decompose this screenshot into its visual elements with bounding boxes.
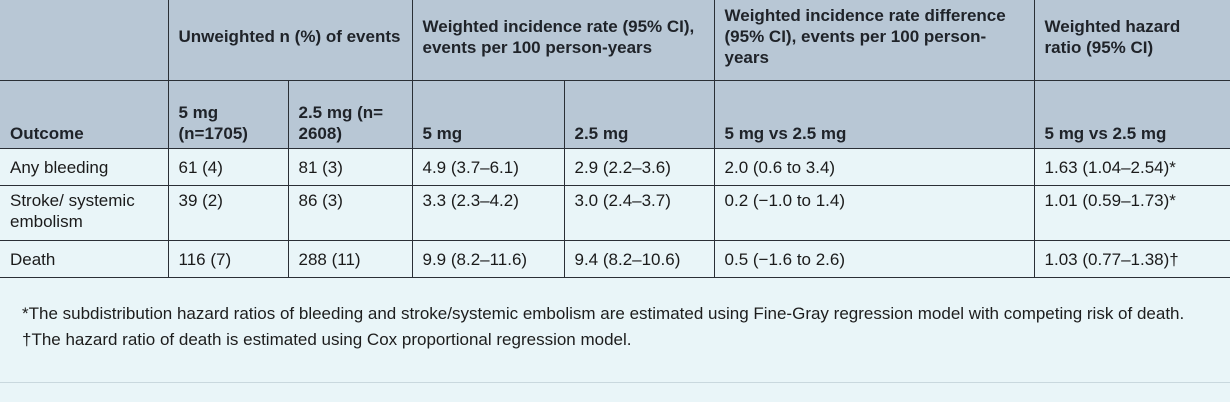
cell-hazard-ratio: 1.03 (0.77–1.38)†	[1033, 240, 1230, 278]
footnote-cox-model: †The hazard ratio of death is estimated …	[22, 330, 632, 349]
header-rate-difference: Weighted incidence rate difference (95% …	[713, 0, 1035, 81]
header-outcome: Outcome	[0, 80, 169, 149]
cell-hazard-ratio: 1.01 (0.59–1.73)*	[1033, 185, 1230, 241]
cell-unweighted-5mg: 116 (7)	[167, 240, 289, 278]
cell-unweighted-2-5mg: 81 (3)	[287, 148, 413, 186]
cell-rate-5mg: 3.3 (2.3–4.2)	[411, 185, 565, 241]
header-outcome-blank	[0, 0, 169, 81]
header-unweighted-5mg: 5 mg (n=1705)	[167, 80, 289, 149]
footnote-subdistribution: *The subdistribution hazard ratios of bl…	[22, 304, 1185, 323]
cell-outcome: Death	[0, 240, 169, 278]
table-row: Any bleeding 61 (4) 81 (3) 4.9 (3.7–6.1)…	[0, 148, 1230, 186]
header-weighted-incidence-rate: Weighted incidence rate (95% CI), events…	[411, 0, 715, 81]
cell-rate-difference: 2.0 (0.6 to 3.4)	[713, 148, 1035, 186]
header-difference-comparison: 5 mg vs 2.5 mg	[713, 80, 1035, 149]
table-footnotes: *The subdistribution hazard ratios of bl…	[0, 303, 1230, 351]
cell-rate-difference: 0.2 (−1.0 to 1.4)	[713, 185, 1035, 241]
header-unweighted-events: Unweighted n (%) of events	[167, 0, 413, 81]
cell-unweighted-5mg: 39 (2)	[167, 185, 289, 241]
cell-rate-5mg: 9.9 (8.2–11.6)	[411, 240, 565, 278]
header-hazard-ratio: Weighted hazard ratio (95% CI)	[1033, 0, 1230, 81]
header-rate-2-5mg: 2.5 mg	[563, 80, 715, 149]
sub-header-row: Outcome 5 mg (n=1705) 2.5 mg (n= 2608) 5…	[0, 80, 1230, 149]
cell-rate-2-5mg: 9.4 (8.2–10.6)	[563, 240, 715, 278]
cell-outcome: Stroke/ systemic embolism	[0, 185, 169, 241]
cell-unweighted-2-5mg: 86 (3)	[287, 185, 413, 241]
cell-rate-difference: 0.5 (−1.6 to 2.6)	[713, 240, 1035, 278]
table-row: Death 116 (7) 288 (11) 9.9 (8.2–11.6) 9.…	[0, 240, 1230, 278]
cell-hazard-ratio: 1.63 (1.04–2.54)*	[1033, 148, 1230, 186]
table-row: Stroke/ systemic embolism 39 (2) 86 (3) …	[0, 185, 1230, 241]
header-hazard-comparison: 5 mg vs 2.5 mg	[1033, 80, 1230, 149]
group-header-row: Unweighted n (%) of events Weighted inci…	[0, 0, 1230, 81]
cell-rate-5mg: 4.9 (3.7–6.1)	[411, 148, 565, 186]
header-unweighted-2-5mg: 2.5 mg (n= 2608)	[287, 80, 413, 149]
cell-outcome: Any bleeding	[0, 148, 169, 186]
divider	[0, 382, 1230, 383]
cell-unweighted-2-5mg: 288 (11)	[287, 240, 413, 278]
cell-rate-2-5mg: 2.9 (2.2–3.6)	[563, 148, 715, 186]
results-table: Unweighted n (%) of events Weighted inci…	[0, 0, 1230, 278]
cell-rate-2-5mg: 3.0 (2.4–3.7)	[563, 185, 715, 241]
header-rate-5mg: 5 mg	[411, 80, 565, 149]
cell-unweighted-5mg: 61 (4)	[167, 148, 289, 186]
